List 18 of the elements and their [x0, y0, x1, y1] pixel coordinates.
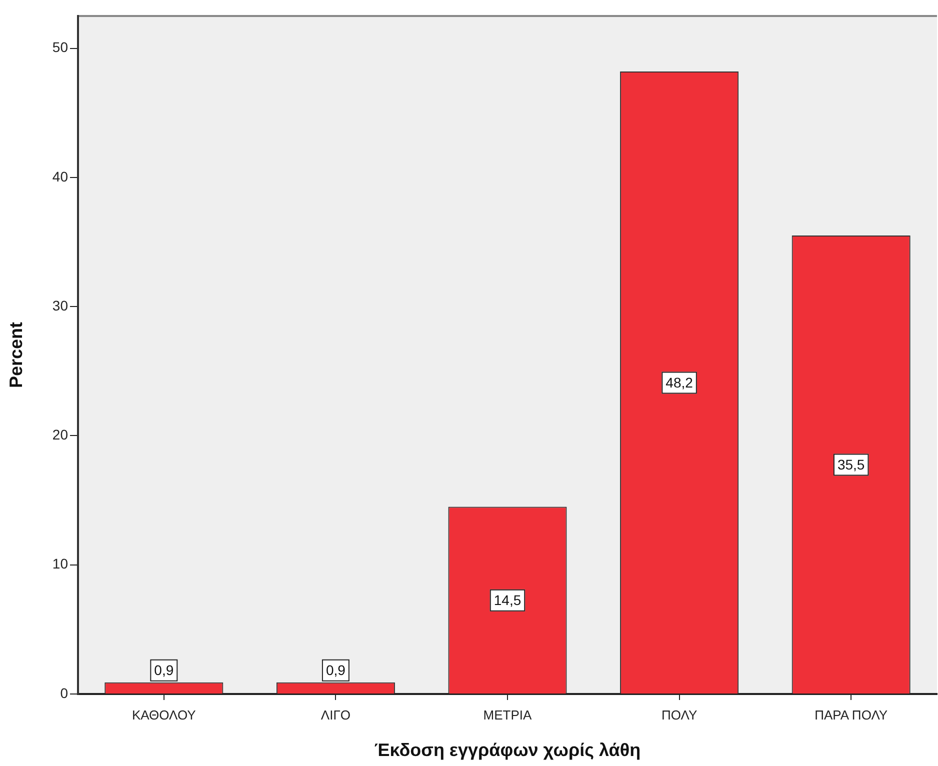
- data-label: 35,5: [837, 456, 865, 473]
- y-tick-label: 20: [52, 426, 68, 443]
- y-tick-label: 0: [60, 684, 68, 701]
- y-tick-label: 30: [52, 297, 68, 314]
- y-tick-label: 40: [52, 168, 68, 184]
- data-label: 0,9: [326, 662, 346, 678]
- x-tick-label: ΛΙΓΟ: [320, 707, 350, 722]
- data-label: 0,9: [154, 662, 174, 678]
- data-label: 14,5: [494, 592, 522, 608]
- x-axis-title: Έκδοση εγγράφων χωρίς λάθη: [374, 740, 641, 760]
- y-tick-label: 50: [52, 39, 68, 56]
- x-tick-label: ΠΟΛΥ: [661, 707, 698, 722]
- x-tick-label: ΚΑΘΟΛΟΥ: [132, 707, 196, 722]
- y-tick-label: 10: [52, 556, 68, 572]
- x-tick-label: ΜΕΤΡΙΑ: [483, 707, 532, 722]
- y-axis-title: Percent: [6, 322, 26, 388]
- x-tick-label: ΠΑΡΑ ΠΟΛΥ: [814, 707, 888, 722]
- data-label: 48,2: [666, 374, 694, 391]
